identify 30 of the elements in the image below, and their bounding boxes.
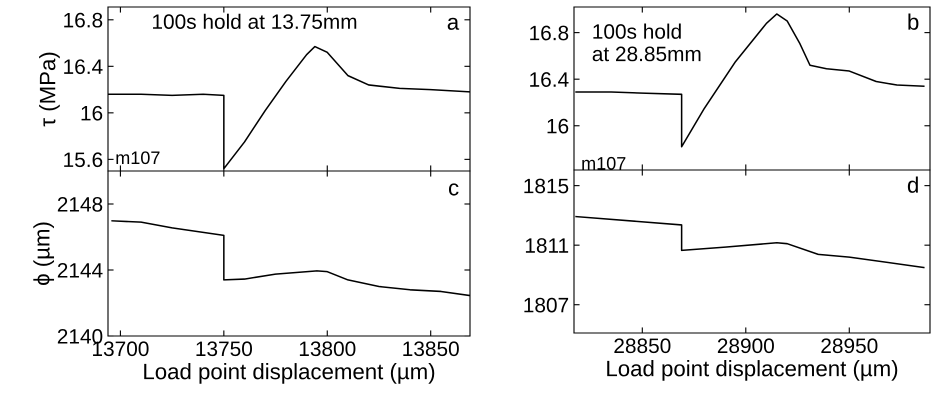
y-tick-label: 1807 [524, 298, 568, 312]
annotation: a [448, 18, 460, 30]
y-tick-label: 1815 [524, 178, 568, 194]
y-tick-label: 2148 [58, 197, 102, 212]
annotation: m107 [116, 151, 160, 164]
y-tick-label: 16.4 [64, 59, 103, 74]
x-tick-label: 28950 [821, 338, 878, 354]
x-axis-title: Load point displacement (µm) [607, 360, 898, 381]
x-tick-label: 13750 [196, 341, 252, 356]
y-tick-label: 16 [548, 118, 568, 134]
annotation: 100s hold at 13.75mm [153, 14, 356, 29]
annotation: b [908, 14, 918, 30]
y-tick-label: 16.8 [530, 26, 568, 40]
y-tick-label: 15.6 [64, 152, 102, 168]
y-axis-title: ϕ (µm) [33, 222, 54, 285]
y-axis-title: τ (MPa) [39, 52, 60, 126]
x-tick-label: 28850 [614, 338, 670, 354]
annotation: m107 [582, 156, 626, 170]
x-axis-title: Load point displacement (µm) [144, 363, 434, 384]
x-tick-label: 13800 [300, 341, 356, 356]
annotation: 100s hold at 28.85mm [592, 24, 700, 62]
annotation: d [908, 176, 918, 193]
y-tick-label: 1811 [526, 238, 568, 253]
y-tick-label: 16.4 [530, 72, 569, 87]
x-tick-label: 13850 [403, 341, 459, 356]
x-tick-label: 28900 [718, 338, 774, 354]
y-tick-label: 2144 [58, 263, 103, 278]
annotation: c [448, 183, 459, 196]
y-tick-label: 16.8 [64, 12, 102, 28]
y-tick-label: 16 [82, 106, 102, 121]
